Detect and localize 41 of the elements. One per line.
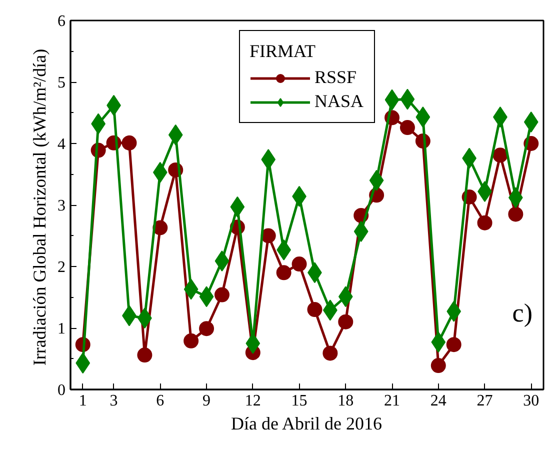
x-tick-label: 30 bbox=[523, 392, 540, 410]
point bbox=[199, 321, 214, 336]
point bbox=[477, 215, 492, 230]
y-axis-title: Irradiación Global Horizontal (kWh/m²/día) bbox=[30, 48, 50, 366]
x-axis-title: Día de Abril de 2016 bbox=[231, 414, 382, 434]
x-tick-label: 27 bbox=[476, 392, 493, 410]
point bbox=[292, 256, 307, 272]
x-tick-label: 6 bbox=[156, 392, 164, 410]
y-tick-label: 3 bbox=[58, 198, 66, 214]
y-tick-label: 1 bbox=[58, 320, 66, 338]
point bbox=[184, 333, 199, 348]
legend-title: FIRMAT bbox=[249, 41, 316, 62]
y-tick-label: 6 bbox=[58, 13, 66, 30]
point bbox=[400, 120, 415, 135]
point bbox=[322, 346, 338, 361]
point bbox=[260, 228, 276, 244]
x-tick-label: 15 bbox=[291, 392, 308, 410]
x-tick-label: 3 bbox=[110, 392, 118, 410]
point bbox=[430, 358, 446, 373]
y-tick-label: 2 bbox=[58, 259, 66, 276]
x-tick-label: 18 bbox=[338, 392, 354, 410]
x-tick-label: 24 bbox=[430, 392, 446, 410]
x-tick-label: 12 bbox=[244, 392, 261, 410]
point bbox=[122, 135, 137, 150]
y-tick-label: 0 bbox=[58, 382, 66, 399]
point bbox=[214, 287, 230, 302]
point bbox=[307, 302, 322, 318]
point bbox=[338, 314, 354, 330]
point bbox=[137, 348, 152, 363]
point bbox=[508, 206, 524, 222]
point bbox=[276, 265, 292, 280]
legend-label: NASA bbox=[314, 91, 364, 112]
legend-label: RSSF bbox=[314, 67, 357, 88]
x-tick-label: 9 bbox=[202, 392, 211, 410]
annotation: c) bbox=[512, 298, 533, 328]
point bbox=[446, 337, 462, 352]
x-tick-label: 21 bbox=[384, 392, 400, 410]
x-tick-label: 1 bbox=[78, 392, 87, 410]
y-tick-label: 4 bbox=[58, 136, 66, 153]
point bbox=[492, 148, 508, 163]
y-tick-label: 5 bbox=[58, 74, 66, 92]
